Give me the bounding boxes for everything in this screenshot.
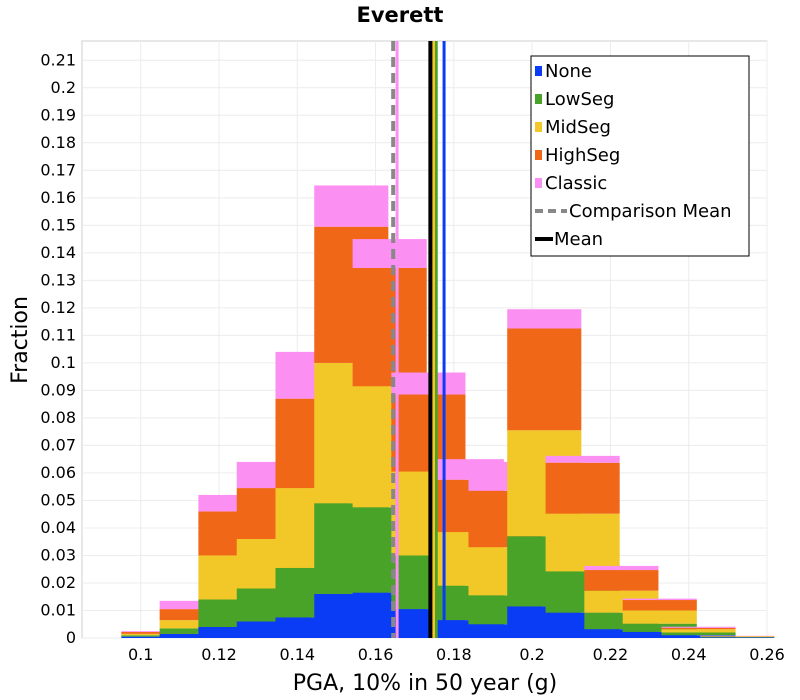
bar-segment-classic [545, 455, 620, 463]
x-tick-label: 0.1 [128, 645, 153, 664]
bar-segment-classic [507, 309, 582, 329]
legend-label: Comparison Mean [569, 201, 732, 222]
bar-segment-lowseg [159, 628, 234, 634]
legend-swatch [535, 178, 542, 188]
y-tick-label: 0.14 [40, 243, 76, 262]
bar-segment-midseg [700, 636, 775, 637]
x-axis-ticks: 0.1 0.12 0.14 0.16 0.18 0.2 0.22 0.24 0.26 [128, 645, 785, 664]
bar-segment-midseg [622, 610, 697, 624]
legend-swatch [535, 122, 542, 132]
x-axis-label: PGA, 10% in 50 year (g) [293, 671, 557, 696]
legend-label: Classic [545, 173, 607, 194]
legend-label: MidSeg [545, 117, 611, 138]
y-axis-label: Fraction [8, 296, 33, 384]
bar-segment-highseg [507, 328, 582, 431]
bar-segment-none [661, 635, 736, 638]
bar-segment-classic [661, 626, 736, 628]
x-tick-label: 0.24 [671, 645, 707, 664]
bar-segment-none [622, 631, 697, 638]
x-tick-label: 0.22 [593, 645, 629, 664]
y-tick-label: 0.06 [40, 463, 76, 482]
bar-segment-none [584, 629, 659, 638]
y-tick-label: 0.04 [40, 518, 76, 537]
legend: None LowSeg MidSeg HighSeg Classic Comparison… [530, 55, 750, 257]
x-tick-label: 0.26 [749, 645, 785, 664]
bar-segment-lowseg [700, 636, 775, 638]
y-tick-label: 0.17 [40, 160, 76, 179]
bar-segment-midseg [545, 513, 620, 572]
y-tick-label: 0.07 [40, 435, 76, 454]
bar-segment-highseg [661, 627, 736, 630]
y-tick-label: 0.05 [40, 490, 76, 509]
y-tick-label: 0 [66, 628, 76, 647]
mean-lines [391, 41, 446, 638]
y-tick-label: 0.15 [40, 215, 76, 234]
bar-segment-lowseg [622, 623, 697, 632]
y-tick-label: 0.18 [40, 133, 76, 152]
bar-segment-classic [584, 565, 659, 571]
y-tick-label: 0.01 [40, 600, 76, 619]
bar-segment-midseg [121, 633, 196, 636]
bar-segment-highseg [584, 570, 659, 591]
legend-label: Mean [554, 229, 603, 250]
legend-swatch [535, 66, 542, 76]
y-tick-label: 0.19 [40, 105, 76, 124]
y-tick-label: 0.09 [40, 380, 76, 399]
bar-segment-classic [121, 631, 196, 632]
y-tick-label: 0.13 [40, 270, 76, 289]
y-tick-label: 0.02 [40, 573, 76, 592]
y-tick-label: 0.03 [40, 545, 76, 564]
bar-segment-lowseg [661, 632, 736, 636]
legend-label: HighSeg [545, 145, 620, 166]
legend-label: None [545, 61, 592, 82]
bar-segment-highseg [121, 631, 196, 634]
bar-segment-classic [314, 185, 389, 227]
bar-segment-highseg [545, 462, 620, 514]
y-tick-label: 0.08 [40, 408, 76, 427]
bar-segment-highseg [622, 600, 697, 611]
legend-swatch [535, 150, 542, 160]
bar-segment-midseg [661, 629, 736, 633]
x-tick-label: 0.2 [519, 645, 544, 664]
bar-segment-none [700, 637, 775, 638]
y-tick-label: 0.2 [51, 78, 76, 97]
y-tick-label: 0.11 [40, 325, 76, 344]
bar-segment-highseg [352, 267, 427, 387]
bar-segment-midseg [159, 620, 234, 629]
bar-segment-classic [352, 239, 427, 268]
x-tick-label: 0.12 [201, 645, 237, 664]
bar-segment-none [198, 626, 273, 638]
legend-swatch [535, 94, 542, 104]
bar-segment-classic [622, 598, 697, 601]
y-tick-label: 0.21 [40, 50, 76, 69]
legend-label: LowSeg [545, 89, 614, 110]
bar-segment-classic [159, 600, 234, 610]
y-tick-label: 0.1 [51, 353, 76, 372]
bar-segment-highseg [159, 609, 234, 621]
x-tick-label: 0.16 [358, 645, 394, 664]
bar-segment-lowseg [121, 635, 196, 637]
x-tick-label: 0.14 [279, 645, 315, 664]
y-axis-ticks: 0 0.01 0.02 0.03 0.04 0.05 0.06 0.07 0.08 0.09 0.1… [40, 50, 76, 647]
chart-title: Everett [357, 3, 444, 27]
y-tick-label: 0.12 [40, 298, 76, 317]
x-tick-label: 0.18 [436, 645, 472, 664]
legend-box [530, 55, 750, 257]
y-tick-label: 0.16 [40, 188, 76, 207]
bar-segment-none [159, 633, 234, 638]
bar-segment-none [121, 636, 196, 638]
